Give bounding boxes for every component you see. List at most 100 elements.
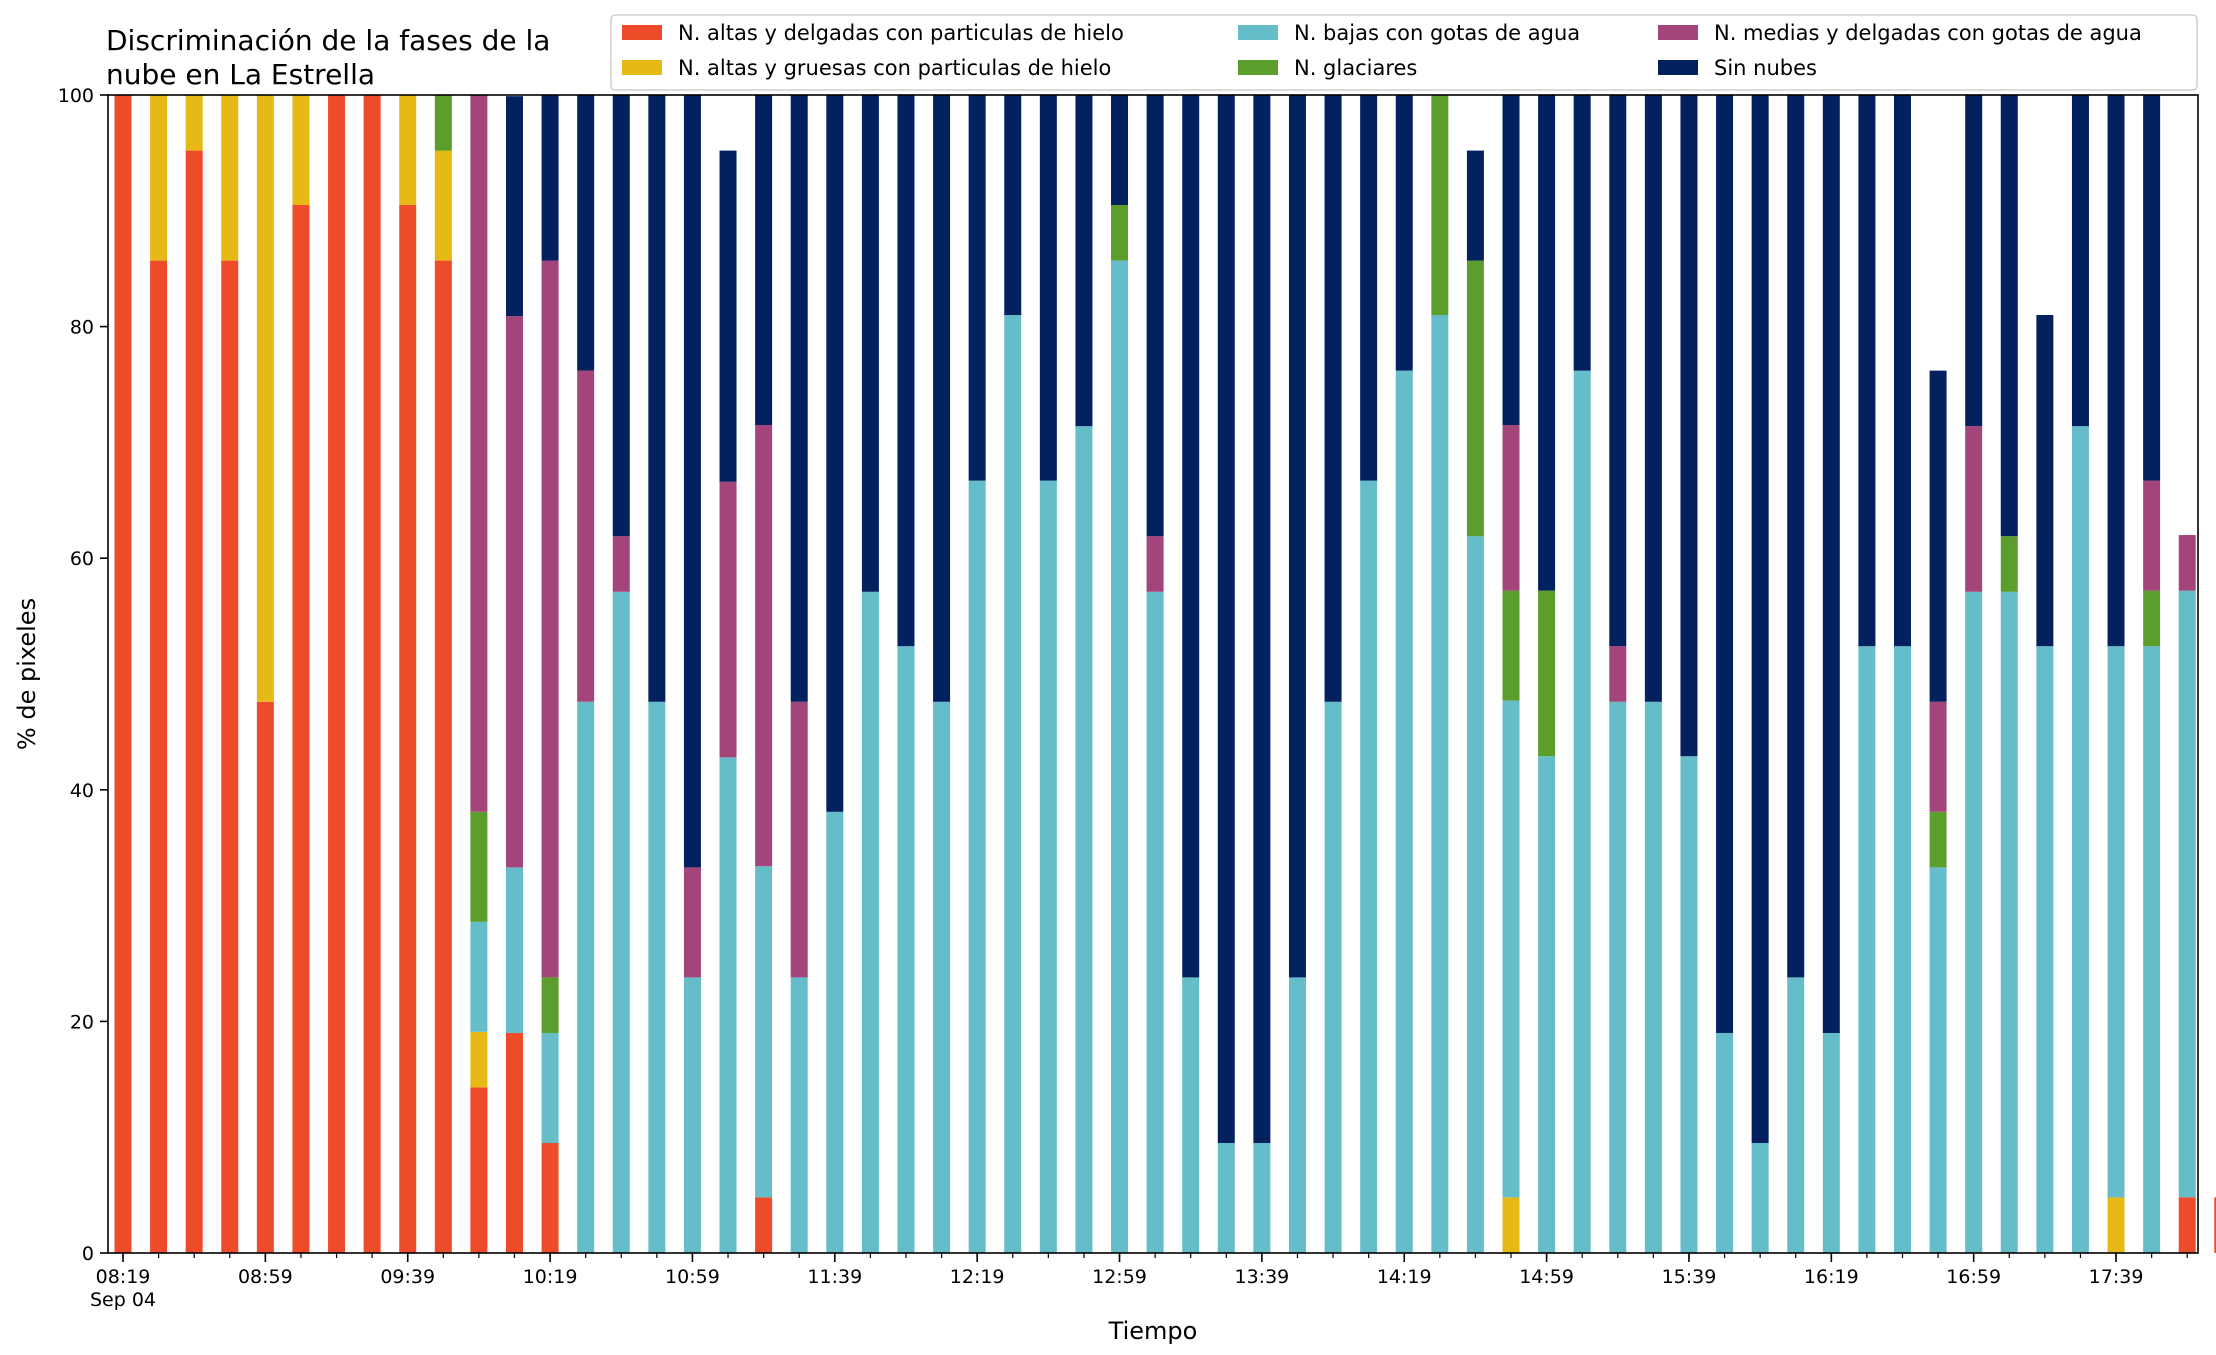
bar-segment-5-48 xyxy=(1822,95,1840,1033)
bar-segment-0-6 xyxy=(328,95,346,1253)
bar-segment-4-42 xyxy=(1609,646,1627,702)
bar-segment-2-34 xyxy=(1324,701,1342,1253)
bar-segment-4-51 xyxy=(1929,701,1947,812)
bar-segment-1-10 xyxy=(470,1031,488,1088)
bar-segment-5-15 xyxy=(648,95,666,702)
bar-segment-2-50 xyxy=(1894,646,1911,1253)
bar-segment-2-52 xyxy=(1965,591,1983,1253)
bar-segment-5-56 xyxy=(2107,95,2125,647)
bar-segment-5-23 xyxy=(933,95,951,702)
x-tick-label-6: 12:19 xyxy=(950,1266,1005,1288)
bar-segment-3-38 xyxy=(1466,260,1484,537)
bar-segment-0-4 xyxy=(256,701,274,1253)
bar-segment-0-2 xyxy=(185,150,203,1254)
legend-swatch-3 xyxy=(1238,60,1278,75)
bar-segment-1-4 xyxy=(256,95,274,702)
bar-segment-2-29 xyxy=(1146,591,1164,1253)
bar-segment-2-51 xyxy=(1929,867,1947,1253)
bar-segment-2-17 xyxy=(719,757,737,1253)
legend-label-4: N. medias y delgadas con gotas de agua xyxy=(1714,21,2142,45)
bar-segment-5-33 xyxy=(1288,95,1306,978)
legend-swatch-2 xyxy=(1238,25,1278,40)
bar-segment-2-10 xyxy=(470,921,488,1032)
bar-segment-2-22 xyxy=(897,646,915,1253)
bar-segment-0-58 xyxy=(2178,1197,2196,1253)
bar-segment-2-37 xyxy=(1431,315,1449,1253)
x-tick-label-9: 14:19 xyxy=(1377,1266,1432,1288)
bar-segment-1-3 xyxy=(221,95,239,261)
x-tick-label-11: 15:39 xyxy=(1662,1266,1717,1288)
bar-segment-5-13 xyxy=(577,95,595,371)
bar-segment-2-45 xyxy=(1716,1032,1734,1253)
bar-segment-3-9 xyxy=(434,95,452,151)
bar-segment-2-39 xyxy=(1502,700,1520,1198)
bar-segment-5-41 xyxy=(1573,95,1591,371)
bar-segment-0-8 xyxy=(399,205,417,1253)
bar-segment-3-53 xyxy=(2000,536,2018,592)
bar-segment-2-54 xyxy=(2036,646,2054,1253)
bar-segment-0-10 xyxy=(470,1087,488,1253)
bar-segment-2-55 xyxy=(2071,426,2089,1253)
bar-segment-5-45 xyxy=(1716,95,1734,1033)
x-tick-label-5: 11:39 xyxy=(807,1266,862,1288)
bar-segment-4-58 xyxy=(2178,535,2196,591)
bar-segment-2-58 xyxy=(2178,590,2196,1198)
bar-segment-4-17 xyxy=(719,481,737,758)
bar-segment-5-32 xyxy=(1253,95,1271,1143)
bar-segment-4-29 xyxy=(1146,536,1164,592)
bar-segment-2-18 xyxy=(755,866,773,1198)
x-tick-label-12: 16:19 xyxy=(1804,1266,1859,1288)
bar-segment-3-12 xyxy=(541,977,559,1033)
bar-segment-2-46 xyxy=(1751,1142,1769,1253)
bar-segment-5-52 xyxy=(1965,95,1983,427)
bar-segment-4-16 xyxy=(683,867,701,978)
legend-swatch-5 xyxy=(1658,60,1698,75)
bar-segment-1-1 xyxy=(150,95,168,261)
bar-segment-2-48 xyxy=(1822,1032,1840,1253)
bar-segment-5-25 xyxy=(1004,95,1022,316)
x-tick-label-2: 09:39 xyxy=(380,1266,435,1288)
bar-segment-5-39 xyxy=(1502,95,1520,426)
bar-segment-5-22 xyxy=(897,95,915,647)
bar-segment-5-30 xyxy=(1182,95,1200,978)
bar-segment-0-59 xyxy=(2214,1197,2216,1253)
bar-segment-2-16 xyxy=(683,977,701,1253)
bar-segment-2-49 xyxy=(1858,646,1876,1253)
bar-segment-4-12 xyxy=(541,260,559,978)
bar-segment-0-7 xyxy=(363,95,381,1253)
bar-segment-0-18 xyxy=(755,1197,773,1253)
bar-segment-0-1 xyxy=(150,260,168,1254)
bar-segment-2-32 xyxy=(1253,1142,1271,1253)
bar-segment-5-54 xyxy=(2036,315,2054,647)
legend-swatch-4 xyxy=(1658,25,1698,40)
bar-segment-5-43 xyxy=(1644,95,1662,702)
bar-segment-0-5 xyxy=(292,205,310,1253)
bar-segment-2-47 xyxy=(1787,977,1805,1253)
legend-label-5: Sin nubes xyxy=(1714,56,1817,80)
bar-segment-5-36 xyxy=(1395,95,1413,371)
bar-segment-5-11 xyxy=(505,96,523,317)
bar-segment-2-12 xyxy=(541,1032,559,1143)
bar-segment-2-31 xyxy=(1217,1142,1235,1253)
y-tick-label-0: 0 xyxy=(82,1243,94,1265)
bar-segment-5-38 xyxy=(1466,150,1484,261)
bar-segment-3-10 xyxy=(470,811,488,922)
bar-segment-2-57 xyxy=(2143,646,2161,1253)
y-tick-label-3: 60 xyxy=(70,548,94,570)
bar-segment-5-17 xyxy=(719,150,737,482)
bar-segment-5-55 xyxy=(2071,95,2089,427)
bar-segment-2-40 xyxy=(1538,756,1556,1253)
bar-segment-4-57 xyxy=(2143,480,2161,591)
bar-segment-1-39 xyxy=(1502,1197,1520,1253)
legend-label-2: N. bajas con gotas de agua xyxy=(1294,21,1580,45)
x-tick-label-14: 17:39 xyxy=(2089,1266,2144,1288)
bar-segment-5-24 xyxy=(968,95,986,481)
plot-frame xyxy=(107,94,2199,1254)
bar-segment-2-13 xyxy=(577,701,595,1253)
x-tick-label-7: 12:59 xyxy=(1092,1266,1147,1288)
legend-items: N. altas y delgadas con particulas de hi… xyxy=(622,21,2142,80)
x-tick-label-10: 14:59 xyxy=(1519,1266,1574,1288)
bar-segment-2-33 xyxy=(1288,977,1306,1253)
bar-segment-3-37 xyxy=(1431,95,1449,316)
